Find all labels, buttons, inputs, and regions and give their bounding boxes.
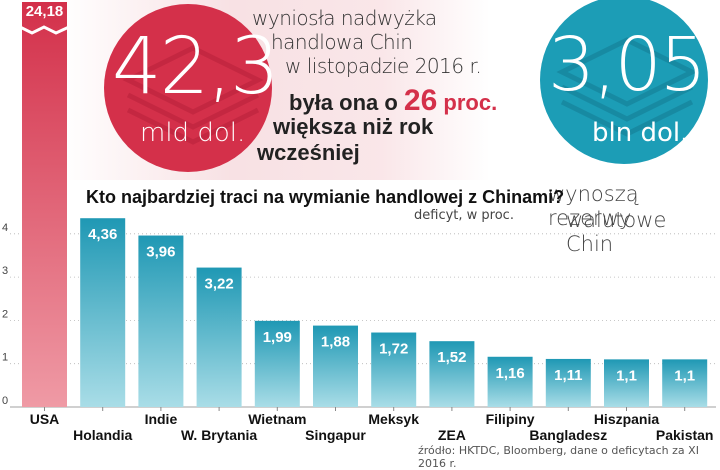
reserves-value: 3,05 bbox=[548, 22, 707, 108]
growth-line-2: większa niż rok bbox=[273, 114, 434, 139]
data-label: 1,11 bbox=[554, 367, 582, 384]
surplus-text-1: wyniosła nadwyżka bbox=[252, 6, 437, 30]
chart-subtitle: deficyt, w proc. bbox=[414, 208, 514, 223]
data-label: 1,99 bbox=[263, 329, 292, 346]
bar-w-brytania bbox=[196, 267, 242, 407]
category-label: Filipiny bbox=[486, 411, 535, 427]
growth-line-1: była ona o 26 proc. bbox=[289, 84, 497, 118]
data-label: 4,36 bbox=[88, 226, 117, 243]
growth-line-3: wcześniej bbox=[257, 140, 360, 165]
data-label: 1,88 bbox=[321, 334, 350, 351]
surplus-text-2: handlowa Chin bbox=[271, 30, 413, 54]
stacked-coins-icon-teal bbox=[556, 37, 698, 137]
bar-indie bbox=[138, 235, 184, 407]
bar-pakistan bbox=[662, 359, 708, 407]
y-tick-label: 0 bbox=[2, 395, 8, 407]
data-label: 24,18 bbox=[26, 3, 64, 20]
growth-pre: była ona o bbox=[289, 90, 398, 115]
reserves-caption-2: walutowe Chin bbox=[566, 208, 667, 256]
stacked-coins-icon-red bbox=[122, 45, 264, 145]
category-label: USA bbox=[30, 411, 60, 427]
data-label: 1,52 bbox=[437, 349, 466, 366]
data-label: 1,72 bbox=[379, 341, 408, 358]
reserves-circle bbox=[540, 0, 708, 164]
bar-holandia bbox=[80, 218, 126, 407]
bar-wietnam bbox=[254, 320, 300, 407]
bar-usa bbox=[22, 2, 67, 407]
source-note: źródło: HKTDC, Bloomberg, dane o deficyt… bbox=[418, 444, 699, 470]
data-label: 1,1 bbox=[616, 367, 637, 384]
data-label: 3,96 bbox=[146, 244, 175, 261]
bar-filipiny bbox=[487, 356, 533, 407]
category-label: Bangladesz bbox=[529, 427, 607, 443]
growth-post: proc. bbox=[443, 90, 498, 115]
bar-singapur bbox=[313, 325, 358, 407]
data-label: 1,16 bbox=[495, 365, 524, 382]
surplus-value: 42,3 bbox=[112, 22, 280, 112]
reserves-unit: bln dol. bbox=[592, 118, 689, 148]
bar-zea bbox=[429, 341, 475, 407]
category-label: Holandia bbox=[73, 427, 132, 443]
y-tick-label: 2 bbox=[2, 308, 8, 320]
bar-bangladesz bbox=[545, 358, 591, 407]
category-label: Meksyk bbox=[368, 411, 419, 427]
bar-meksyk bbox=[371, 332, 417, 407]
data-label: 1,1 bbox=[674, 367, 695, 384]
axis-break-icon bbox=[19, 25, 70, 35]
y-tick-label: 1 bbox=[2, 352, 8, 364]
category-label: Indie bbox=[145, 411, 178, 427]
bar-hiszpania bbox=[604, 359, 649, 407]
data-label: 3,22 bbox=[204, 276, 233, 293]
category-label: ZEA bbox=[438, 427, 466, 443]
category-label: W. Brytania bbox=[181, 427, 257, 443]
chart-title: Kto najbardziej traci na wymianie handlo… bbox=[86, 187, 565, 207]
category-label: Singapur bbox=[305, 427, 366, 443]
reserves-caption-1: wynoszą rezerwy bbox=[548, 182, 639, 230]
growth-value: 26 bbox=[403, 84, 438, 117]
category-label: Hiszpania bbox=[594, 411, 660, 427]
category-label: Pakistan bbox=[656, 427, 714, 443]
category-label: Wietnam bbox=[248, 411, 306, 427]
surplus-unit: mld dol. bbox=[140, 118, 246, 148]
y-tick-label: 3 bbox=[2, 265, 8, 277]
surplus-text-3: w listopadzie 2016 r. bbox=[285, 54, 482, 78]
y-tick-label: 4 bbox=[2, 222, 8, 234]
bar-chart: 0 1 2 3 4 24,18 USA 4,36 Holandia 3,96 Indie 3,22 W.… bbox=[2, 2, 716, 443]
